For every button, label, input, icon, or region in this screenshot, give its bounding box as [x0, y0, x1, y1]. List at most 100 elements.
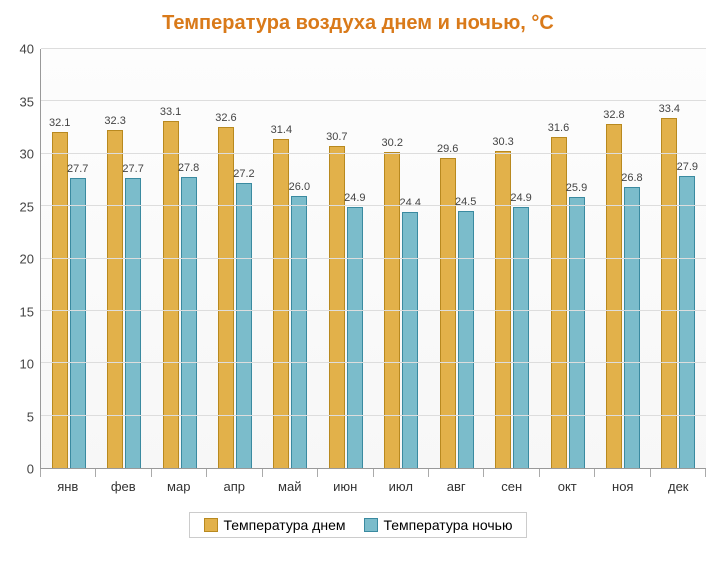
- bar-value-label: 26.0: [289, 181, 310, 193]
- bar-night: 24.4: [402, 212, 418, 468]
- bar-value-label: 32.6: [215, 112, 236, 124]
- month-column: 30.3 24.9: [484, 49, 539, 468]
- plot-area: 32.127.732.327.733.127.832.627.231.426.0…: [40, 49, 706, 469]
- y-tick-label: 30: [20, 147, 34, 162]
- month-column: 33.4 27.9: [651, 49, 706, 468]
- chart-title: Температура воздуха днем и ночью, °C: [10, 12, 706, 35]
- x-tick: [95, 469, 150, 477]
- grid-line: [41, 48, 706, 49]
- bar-day: 32.8: [606, 124, 622, 468]
- month-column: 30.724.9: [318, 49, 373, 468]
- grid-line: [41, 100, 706, 101]
- x-tick: [650, 469, 706, 477]
- bar-night: 24.9: [513, 207, 529, 468]
- x-axis-label: июл: [373, 477, 429, 494]
- x-axis-label: фев: [96, 477, 152, 494]
- bar-day: 30.7: [329, 146, 345, 468]
- grid-line: [41, 310, 706, 311]
- grid-line: [41, 153, 706, 154]
- x-tick: [373, 469, 428, 477]
- legend: Температура днем Температура ночью: [189, 512, 528, 538]
- bar-day: 32.3: [107, 130, 123, 468]
- bar-value-label: 32.1: [49, 117, 70, 129]
- x-tick: [262, 469, 317, 477]
- y-tick-label: 25: [20, 199, 34, 214]
- bar-night: 24.9: [347, 207, 363, 468]
- bar-value-label: 24.9: [344, 192, 365, 204]
- bar-night: 27.9: [679, 176, 695, 468]
- grid-line: [41, 205, 706, 206]
- bar-value-label: 33.4: [659, 103, 680, 115]
- bar-value-label: 30.3: [492, 136, 513, 148]
- y-tick-label: 15: [20, 304, 34, 319]
- x-tick: [151, 469, 206, 477]
- x-axis-label: янв: [40, 477, 96, 494]
- bar-night: 27.7: [70, 178, 86, 468]
- bar-value-label: 30.7: [326, 131, 347, 143]
- bar-night: 27.7: [125, 178, 141, 468]
- bar-value-label: 25.9: [566, 182, 587, 194]
- bar-day: 31.6: [551, 137, 567, 468]
- bar-night: 27.2: [236, 183, 252, 468]
- bar-value-label: 27.9: [677, 161, 698, 173]
- bar-day: 33.1: [163, 121, 179, 468]
- x-axis-label: дек: [651, 477, 707, 494]
- bar-day: 32.6: [218, 127, 234, 468]
- x-tick: [206, 469, 261, 477]
- bar-value-label: 24.5: [455, 196, 476, 208]
- bar-value-label: 24.4: [400, 197, 421, 209]
- bar-night: 24.5: [458, 211, 474, 468]
- x-axis-label: сен: [484, 477, 540, 494]
- bar-night: 26.8: [624, 187, 640, 468]
- x-axis-label: мар: [151, 477, 207, 494]
- bar-value-label: 32.8: [603, 109, 624, 121]
- x-tick: [539, 469, 594, 477]
- y-tick-label: 5: [27, 409, 34, 424]
- x-tick: [483, 469, 538, 477]
- y-axis: 0510152025303540: [10, 49, 40, 469]
- bar-night: 26.0: [291, 196, 307, 468]
- grid-line: [41, 415, 706, 416]
- month-column: 30.2 24.4: [374, 49, 429, 468]
- bar-value-label: 24.9: [510, 192, 531, 204]
- x-axis-label: авг: [429, 477, 485, 494]
- month-column: 32.627.2: [207, 49, 262, 468]
- x-axis-label: июн: [318, 477, 374, 494]
- bar-night: 25.9: [569, 197, 585, 468]
- month-column: 32.327.7: [96, 49, 151, 468]
- bar-day: 32.1: [52, 132, 68, 468]
- legend-item-night: Температура ночью: [364, 517, 513, 533]
- bar-value-label: 27.7: [67, 163, 88, 175]
- month-column: 33.127.8: [152, 49, 207, 468]
- legend-label: Температура ночью: [384, 517, 513, 533]
- month-column: 32.826.8: [595, 49, 650, 468]
- y-tick-label: 35: [20, 94, 34, 109]
- bar-value-label: 31.4: [271, 124, 292, 136]
- x-tick: [594, 469, 649, 477]
- x-axis-label: ноя: [595, 477, 651, 494]
- x-tick: [40, 469, 95, 477]
- bar-value-label: 32.3: [104, 115, 125, 127]
- y-tick-label: 0: [27, 462, 34, 477]
- month-column: 29.624.5: [429, 49, 484, 468]
- x-axis-label: май: [262, 477, 318, 494]
- chart-container: Температура воздуха днем и ночью, °C 0 5 1…: [0, 0, 716, 562]
- legend-item-day: Температура днем: [204, 517, 346, 533]
- month-column: 31.426.0: [263, 49, 318, 468]
- bar-value-label: 31.6: [548, 122, 569, 134]
- bar-day: 31.4: [273, 139, 289, 468]
- y-tick-label: 20: [20, 252, 34, 267]
- grid-line: [41, 362, 706, 363]
- bars-group: 32.127.732.327.733.127.832.627.231.426.0…: [41, 49, 706, 468]
- y-tick-label: 10: [20, 357, 34, 372]
- x-axis-label: апр: [207, 477, 263, 494]
- x-axis-labels: янвфевмарапрмайиюниюлавгсеноктноядек: [40, 477, 706, 494]
- bar-value-label: 33.1: [160, 106, 181, 118]
- legend-swatch: [204, 518, 218, 532]
- x-axis-label: окт: [540, 477, 596, 494]
- bar-value-label: 30.2: [382, 137, 403, 149]
- bar-value-label: 27.7: [122, 163, 143, 175]
- bar-value-label: 26.8: [621, 172, 642, 184]
- bar-value-label: 27.8: [178, 162, 199, 174]
- bar-value-label: 27.2: [233, 168, 254, 180]
